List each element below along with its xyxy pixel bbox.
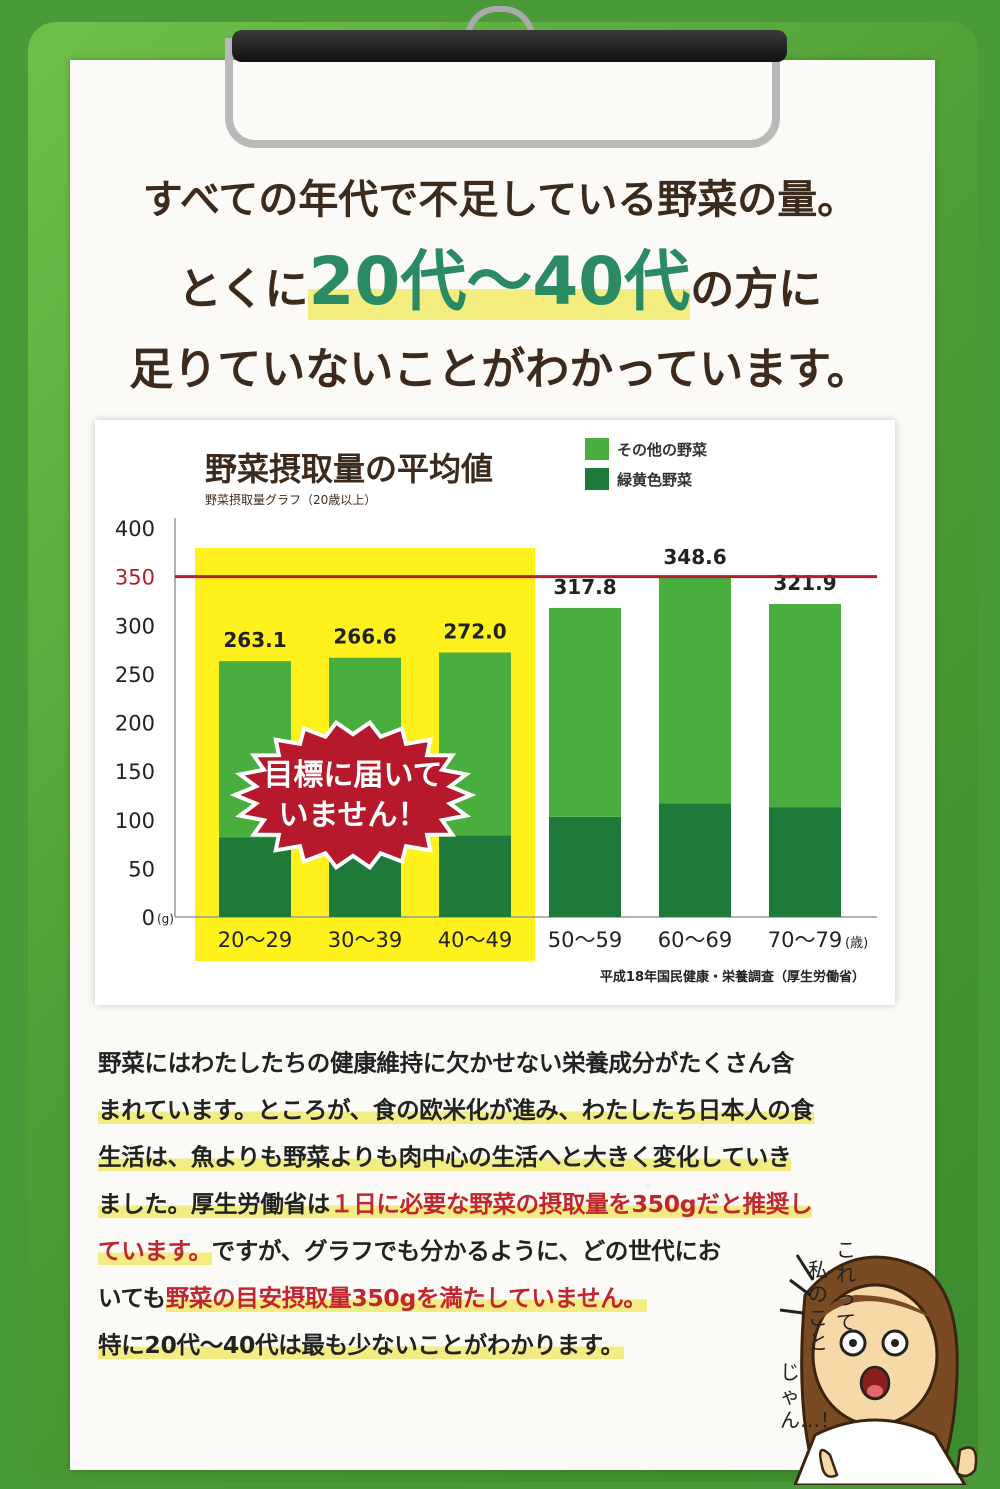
body-line: ています。ですが、グラフでも分かるように、どの世代にお — [98, 1228, 898, 1275]
y-tick-label: 400 — [115, 517, 155, 541]
x-tick-label: 70〜79 — [768, 928, 842, 952]
legend-label: その他の野菜 — [617, 441, 707, 459]
body-line: 生活は、魚よりも野菜よりも肉中心の生活へと大きく変化していき — [98, 1134, 898, 1181]
y-tick-label: 150 — [115, 760, 155, 784]
headline-line2-pre: とくに — [177, 264, 309, 315]
x-tick-label: 60〜69 — [658, 928, 732, 952]
warning-badge-text: 目標に届いて — [263, 758, 442, 793]
x-tick-label: 50〜59 — [548, 928, 622, 952]
y-tick-label: 250 — [115, 663, 155, 687]
bar-green-yellow-3 — [549, 816, 621, 917]
bar-total-label: 263.1 — [223, 628, 286, 652]
body-text-run: まれています。ところが、食の欧米化が進み、わたしたち日本人の食 — [98, 1096, 814, 1124]
speech-col3: じゃん…！ — [780, 1360, 840, 1432]
headline-line3: 足りていないことがわかっています。 — [129, 344, 871, 395]
body-line: まれています。ところが、食の欧米化が進み、わたしたち日本人の食 — [98, 1087, 898, 1134]
body-text-run: ています。 — [98, 1237, 212, 1265]
body-text: 野菜にはわたしたちの健康維持に欠かせない栄養成分がたくさん含 まれています。ところ… — [98, 1040, 898, 1369]
headline-line2-post: の方に — [690, 264, 823, 315]
body-line: 野菜にはわたしたちの健康維持に欠かせない栄養成分がたくさん含 — [98, 1040, 898, 1087]
legend-label: 緑黄色野菜 — [617, 471, 692, 489]
legend-swatch — [585, 438, 609, 460]
y-unit-label: (g) — [157, 912, 174, 926]
bar-other-5 — [769, 603, 841, 808]
y-tick-label: 350 — [115, 566, 155, 590]
bar-total-label: 321.9 — [773, 571, 836, 595]
y-tick-label: 0 — [142, 906, 155, 930]
headline: すべての年代で不足している野菜の量。 とくに20代〜40代の方に 足りていないこ… — [100, 170, 900, 404]
y-tick-label: 300 — [115, 614, 155, 638]
bar-total-label: 266.6 — [333, 625, 396, 649]
body-text-run: ですが、グラフでも分かるように、どの世代にお — [211, 1237, 722, 1265]
headline-highlight: 20代〜40代 — [308, 243, 691, 320]
clip-wire — [225, 38, 780, 148]
bar-green-yellow-4 — [659, 803, 731, 917]
chart-subtitle: 野菜摂取量グラフ（20歳以上） — [205, 492, 376, 507]
body-text-run: 特に20代〜40代は最も少ないことがわかります。 — [98, 1331, 624, 1359]
bar-other-4 — [659, 577, 731, 804]
y-tick-label: 50 — [128, 857, 155, 881]
x-unit-label: (歳) — [845, 936, 868, 951]
speech-col2: 私のこと — [808, 1258, 828, 1354]
speech-col1: これって — [836, 1238, 856, 1334]
x-tick-label: 40〜49 — [438, 928, 512, 952]
surprised-woman-icon — [779, 1254, 978, 1485]
bar-total-label: 272.0 — [443, 619, 506, 643]
headline-line2: とくに20代〜40代の方に — [100, 236, 900, 336]
y-tick-label: 100 — [115, 809, 155, 833]
body-line: 特に20代〜40代は最も少ないことがわかります。 — [98, 1322, 898, 1369]
bar-green-yellow-2 — [439, 835, 511, 917]
body-text-run: ました。厚生労働省は — [98, 1190, 330, 1218]
body-text-run: 生活は、魚よりも野菜よりも肉中心の生活へと大きく変化していき — [98, 1143, 792, 1171]
headline-line1: すべての年代で不足している野菜の量。 — [142, 176, 858, 223]
body-text-run: 野菜の目安摂取量350gを満たしていません。 — [165, 1284, 647, 1312]
body-line: ました。厚生労働省は１日に必要な野菜の摂取量を350gだと推奨し — [98, 1181, 898, 1228]
clip-bar — [232, 30, 787, 62]
legend-swatch — [585, 468, 609, 490]
warning-badge-text: いません！ — [278, 798, 427, 833]
body-text-run: いても — [98, 1284, 166, 1312]
bar-total-label: 348.6 — [663, 545, 726, 569]
chart-title: 野菜摂取量の平均値 — [205, 450, 493, 488]
x-tick-label: 30〜39 — [328, 928, 402, 952]
bar-green-yellow-5 — [769, 807, 841, 917]
chart-source: 平成18年国民健康・栄養調査（厚生労働省） — [600, 969, 865, 985]
body-text-run: １日に必要な野菜の摂取量を350gだと推奨し — [330, 1190, 813, 1218]
warning-badge — [229, 719, 477, 871]
body-text-run: 野菜にはわたしたちの健康維持に欠かせない栄養成分がたくさん含 — [98, 1049, 794, 1077]
x-tick-label: 20〜29 — [218, 928, 292, 952]
clip-ring — [465, 6, 535, 46]
body-line: いても野菜の目安摂取量350gを満たしていません。 — [98, 1275, 898, 1322]
bar-total-label: 317.8 — [553, 575, 616, 599]
bar-other-3 — [549, 607, 621, 817]
chart-card: 野菜摂取量の平均値野菜摂取量グラフ（20歳以上） 平成18年国民健康・栄養調査（厚… — [95, 420, 895, 1005]
y-tick-label: 200 — [115, 712, 155, 736]
